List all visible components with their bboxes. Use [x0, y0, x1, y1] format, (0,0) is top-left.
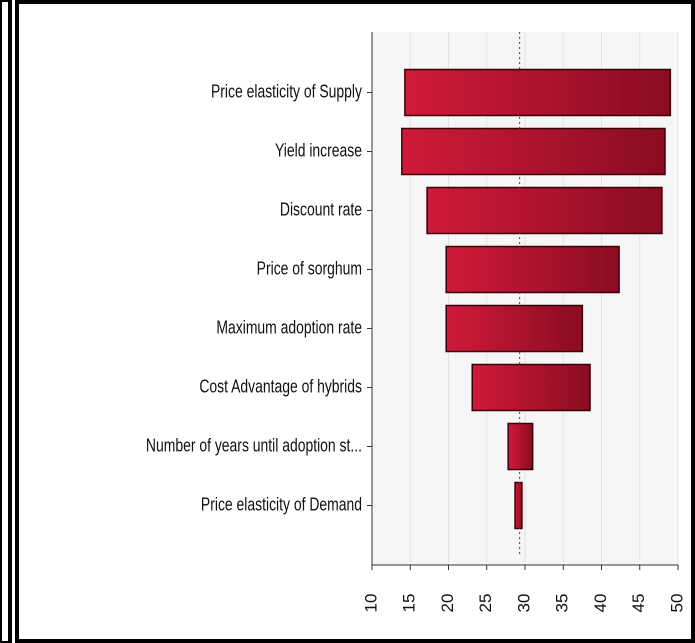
bar: [514, 481, 523, 530]
bar: [404, 68, 672, 117]
bar: [471, 363, 591, 412]
x-tick-label: 40: [591, 594, 610, 613]
y-tick-label: Maximum adoption rate: [216, 318, 362, 338]
x-tick-label: 10: [361, 594, 380, 613]
y-tick-label: Number of years until adoption st...: [146, 436, 362, 456]
y-tick-label: Price of sorghum: [257, 259, 362, 279]
y-tick-label: Cost Advantage of hybrids: [199, 377, 362, 397]
bar: [445, 304, 584, 353]
y-tick-label: Price elasticity of Supply: [211, 82, 363, 102]
y-tick-label: Yield increase: [275, 141, 362, 161]
x-tick-label: 25: [476, 594, 495, 613]
left-strip-inner: [2, 2, 8, 641]
x-tick-label: 20: [438, 594, 457, 613]
x-tick-label: 15: [400, 594, 419, 613]
bar: [426, 186, 663, 235]
y-tick-label: Price elasticity of Demand: [201, 495, 362, 515]
x-tick-label: 45: [629, 594, 648, 613]
bar: [401, 127, 666, 176]
y-tick-label: Discount rate: [280, 200, 362, 220]
x-tick-label: 50: [667, 594, 686, 613]
x-tick-label: 35: [553, 594, 572, 613]
bar: [507, 422, 534, 471]
x-tick-label: 30: [514, 594, 533, 613]
bar: [445, 245, 620, 294]
